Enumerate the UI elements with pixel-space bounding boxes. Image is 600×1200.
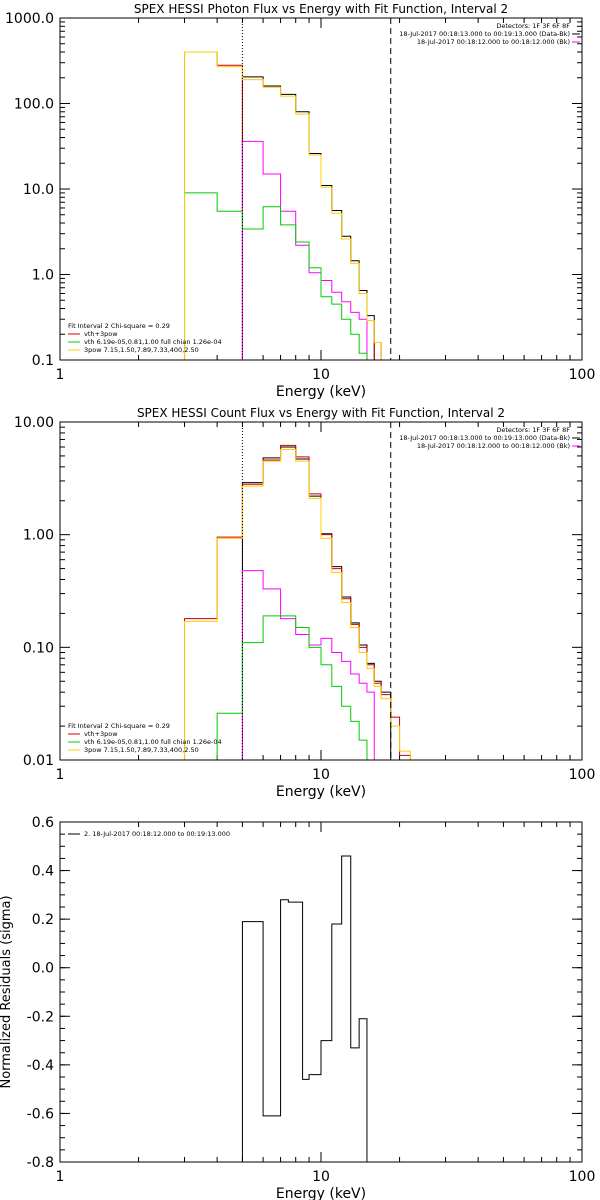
legend-text: 3pow 7.15,1.50,7.89,7.33,400,2.50 bbox=[84, 746, 199, 754]
header-annotation: 18-Jul-2017 00:18:12.000 to 00:18:12.000… bbox=[417, 442, 570, 450]
plot-frame bbox=[59, 17, 583, 361]
header-annotation: 18-Jul-2017 00:18:13.000 to 00:19:13.000… bbox=[399, 434, 570, 442]
y-tick-label: -0.2 bbox=[27, 1009, 54, 1025]
y-tick-label: 1.0 bbox=[32, 268, 54, 284]
y-tick-label: 0.4 bbox=[32, 864, 54, 880]
y-tick-label: 10.0 bbox=[23, 182, 54, 198]
chart-title: SPEX HESSI Photon Flux vs Energy with Fi… bbox=[134, 2, 508, 16]
header-annotation: 18-Jul-2017 00:18:12.000 to 00:18:12.000… bbox=[417, 38, 570, 46]
legend-text: 3pow 7.15,1.50,7.89,7.33,400,2.50 bbox=[84, 346, 199, 354]
x-tick-label: 100 bbox=[569, 767, 596, 783]
header-annotation: Detectors: 1F 3F 6F 8F bbox=[496, 22, 570, 30]
y-tick-label: 0.6 bbox=[32, 815, 54, 831]
legend-text: vth 6.19e-05,0.81,1.00 full chian 1.26e-… bbox=[84, 338, 222, 346]
y-tick-label: -0.6 bbox=[27, 1106, 54, 1122]
data-layer bbox=[241, 855, 368, 1162]
x-tick-label: 10 bbox=[312, 767, 330, 783]
y-tick-label: 0.1 bbox=[32, 353, 54, 369]
x-tick-label: 1 bbox=[56, 367, 65, 383]
series-line-1 bbox=[241, 76, 375, 360]
y-tick-label: 1000.0 bbox=[5, 11, 54, 27]
series-line-2 bbox=[184, 51, 382, 360]
x-tick-label: 100 bbox=[569, 1169, 596, 1185]
y-tick-label: 0.0 bbox=[32, 961, 54, 977]
y-tick-label: 1.00 bbox=[23, 528, 54, 544]
chart-panel-3: 1 10 100 Energy (keV) -0.8 -0.6 -0.4 -0.2 0.0 0.2… bbox=[0, 815, 595, 1200]
series-line-3 bbox=[241, 140, 368, 360]
y-axis-label: Normalized Residuals (sigma) bbox=[0, 895, 14, 1088]
x-axis-label: Energy (keV) bbox=[276, 384, 366, 400]
header-annotation: 18-Jul-2017 00:18:13.000 to 00:19:13.000… bbox=[399, 30, 570, 38]
plot-frame bbox=[59, 421, 583, 761]
y-tick-label: 0.01 bbox=[23, 753, 54, 769]
y-tick-label: 10.00 bbox=[14, 415, 54, 431]
chart-panel-2: SPEX HESSI Count Flux vs Energy with Fit… bbox=[14, 406, 595, 800]
series-line-5 bbox=[184, 51, 391, 360]
y-tick-label: -0.4 bbox=[27, 1058, 54, 1074]
x-tick-label: 10 bbox=[312, 1169, 330, 1185]
series-line-4 bbox=[184, 192, 368, 360]
legend-text: Fit Interval 2 Chi-square = 0.29 bbox=[68, 322, 170, 330]
y-tick-label: 0.10 bbox=[23, 640, 54, 656]
series-line-3 bbox=[241, 570, 375, 760]
x-axis-label: Energy (keV) bbox=[276, 1186, 366, 1200]
header-annotation: Detectors: 1F 3F 6F 8F bbox=[496, 426, 570, 434]
data-layer bbox=[184, 444, 411, 760]
x-tick-label: 100 bbox=[569, 367, 596, 383]
x-axis-label: Energy (keV) bbox=[276, 784, 366, 800]
series-line-5 bbox=[184, 449, 411, 760]
y-tick-label: -0.8 bbox=[27, 1155, 54, 1171]
legend-text: vth+3pow bbox=[84, 730, 118, 738]
x-tick-label: 1 bbox=[56, 767, 65, 783]
legend-text: vth 6.19e-05,0.81,1.00 full chian 1.26e-… bbox=[84, 738, 222, 746]
series-line-1 bbox=[241, 855, 368, 1162]
y-tick-label: 100.0 bbox=[14, 97, 54, 113]
legend-text: 2. 18-Jul-2017 00:18:12.000 to 00:19:13.… bbox=[84, 830, 230, 838]
x-tick-label: 1 bbox=[56, 1169, 65, 1185]
chart-title: SPEX HESSI Count Flux vs Energy with Fit… bbox=[137, 406, 505, 420]
series-line-4 bbox=[216, 615, 375, 760]
legend-text: Fit Interval 2 Chi-square = 0.29 bbox=[68, 722, 170, 730]
data-layer bbox=[184, 51, 391, 360]
series-line-2 bbox=[184, 444, 411, 760]
x-tick-label: 10 bbox=[312, 367, 330, 383]
chart-panel-1: SPEX HESSI Photon Flux vs Energy with Fi… bbox=[5, 2, 595, 400]
plot-frame bbox=[59, 821, 583, 1163]
legend-text: vth+3pow bbox=[84, 330, 118, 338]
y-tick-label: 0.2 bbox=[32, 912, 54, 928]
